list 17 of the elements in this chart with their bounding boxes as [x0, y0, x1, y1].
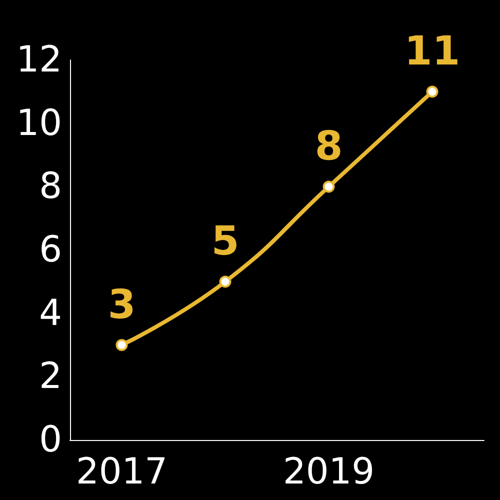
y-tick-label: 8	[39, 166, 62, 208]
y-tick-label: 4	[39, 292, 62, 334]
point	[116, 339, 128, 351]
y-tick-label: 2	[39, 356, 62, 398]
point	[322, 180, 335, 193]
y-tick-label: 10	[16, 102, 62, 144]
y-tick-label: 0	[39, 420, 62, 460]
data-label: 3	[108, 282, 136, 328]
y-tick-label: 12	[16, 40, 62, 80]
point	[219, 276, 232, 288]
point	[426, 86, 438, 98]
y-tick-label: 6	[39, 230, 62, 270]
x-tick-label: 2017	[76, 452, 168, 492]
data-label: 11	[404, 28, 460, 75]
data-label: 8	[314, 124, 343, 170]
data-label: 5	[211, 218, 240, 265]
x-tick-label: 2019	[282, 452, 375, 492]
